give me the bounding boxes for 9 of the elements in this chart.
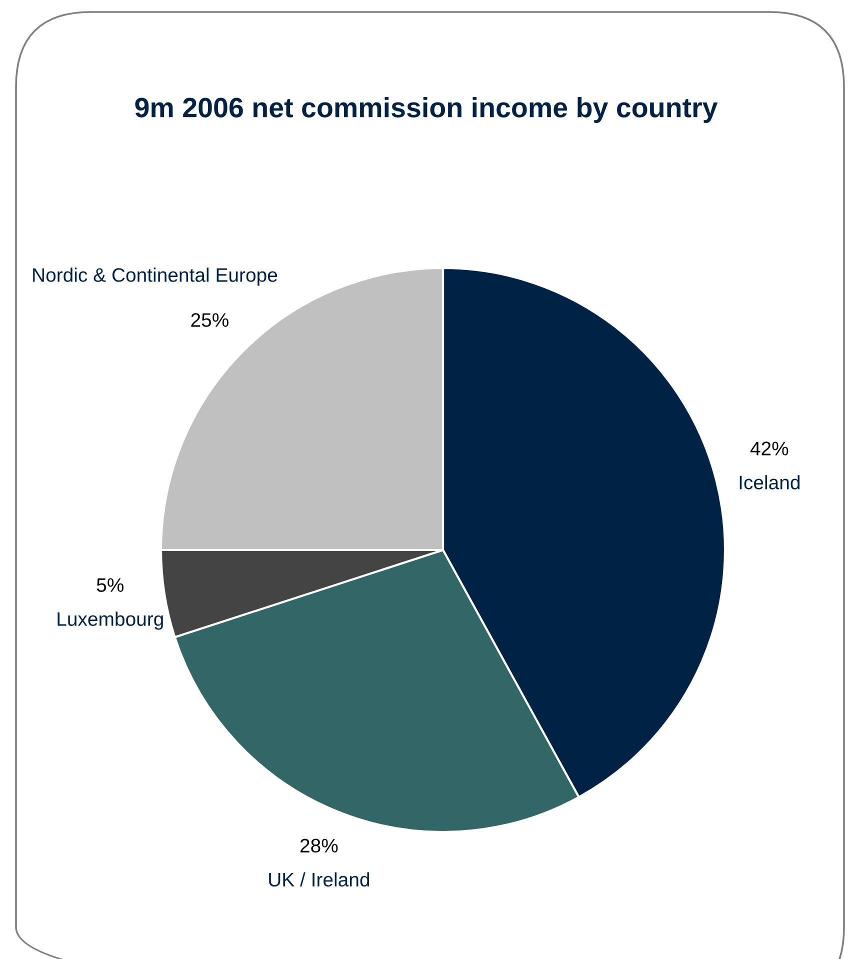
data-label: 5% <box>96 578 124 592</box>
slice-label: Nordic & Continental Europe <box>33 268 278 286</box>
slice-label: Luxembourg <box>58 612 163 630</box>
slice-label: UK / Ireland <box>269 872 370 887</box>
data-label: 28% <box>300 838 338 853</box>
data-label: 42% <box>750 442 788 456</box>
slice-label: Iceland <box>740 475 800 490</box>
chart-title: 9m 2006 net commission income by country <box>135 97 718 123</box>
data-label: 25% <box>191 313 228 327</box>
